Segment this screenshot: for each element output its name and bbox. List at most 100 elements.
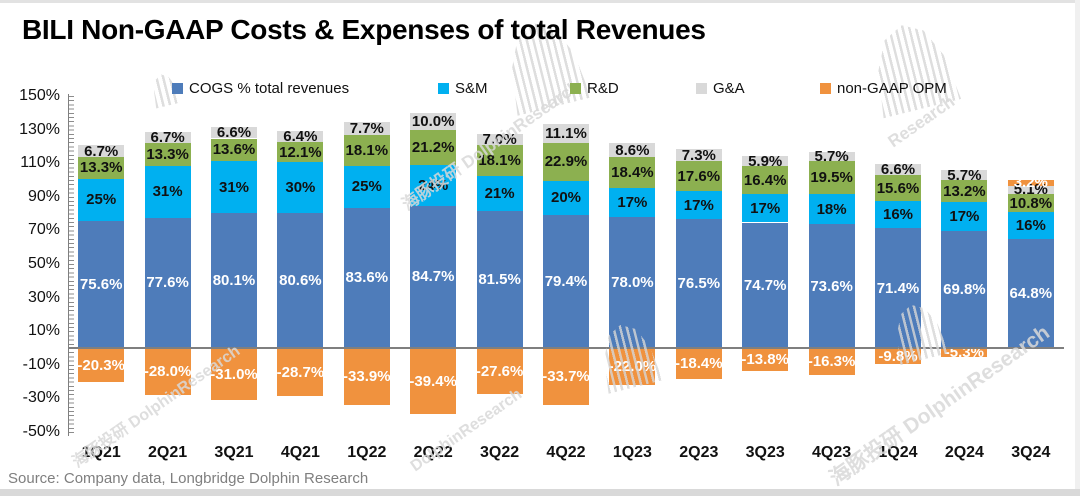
- bar-segment: [78, 178, 125, 221]
- x-tick-label: 1Q21: [81, 444, 121, 461]
- bar-segment: [211, 127, 257, 139]
- legend-swatch: [570, 83, 581, 94]
- x-tick-label: 4Q21: [280, 444, 320, 461]
- bar-segment: [543, 142, 589, 181]
- source-note: Source: Company data, Longbridge Dolphin…: [8, 470, 369, 487]
- bar-segment: [941, 180, 988, 203]
- bar-segment: [476, 145, 523, 176]
- bar-segment: [543, 348, 589, 405]
- legend-swatch: [172, 83, 183, 94]
- bar-segment: [1007, 194, 1054, 213]
- legend-label: non-GAAP OPM: [837, 80, 947, 97]
- y-axis-spine: [68, 94, 69, 436]
- bar-segment: [609, 188, 656, 217]
- bar-segment: [808, 348, 855, 376]
- bar-segment: [476, 133, 523, 146]
- bar-segment: [410, 348, 457, 415]
- y-tick-label: 50%: [27, 255, 60, 272]
- legend-swatch: [696, 83, 707, 94]
- legend-item-5: non-GAAP OPM: [820, 80, 947, 97]
- bar-segment: [875, 163, 921, 175]
- x-tick-label: 1Q24: [878, 444, 918, 461]
- bar-segment: [211, 348, 257, 401]
- x-tick-label: 3Q23: [745, 444, 785, 461]
- x-tick-label: 2Q21: [148, 444, 188, 461]
- bar-segment: [808, 224, 855, 348]
- y-tick-label: -10%: [22, 355, 60, 373]
- bar-segment: [211, 161, 257, 214]
- bar-segment: [941, 348, 988, 357]
- legend-label: G&A: [713, 80, 745, 97]
- bar-segment: [543, 214, 589, 348]
- bar-segment: [78, 156, 125, 179]
- chart-title: BILI Non-GAAP Costs & Expenses of total …: [22, 14, 706, 45]
- x-tick-label: 2Q24: [944, 444, 984, 461]
- bar-segment: [343, 165, 390, 208]
- legend-label: S&M: [455, 80, 488, 97]
- bar-segment: [675, 348, 722, 379]
- bar-segment: [144, 143, 191, 166]
- bar-segment: [78, 145, 125, 157]
- x-tick-label: 4Q23: [812, 444, 852, 461]
- bar-segment: [211, 138, 257, 162]
- bar-segment: [410, 112, 457, 130]
- legend-label: R&D: [587, 80, 619, 97]
- window-edge-bottom: [0, 489, 1080, 496]
- legend-swatch: [820, 83, 831, 94]
- bar-segment: [609, 216, 656, 348]
- bar-segment: [742, 348, 789, 372]
- bar-segment: [941, 202, 988, 231]
- bar-segment: [742, 222, 789, 348]
- bar-segment: [144, 131, 191, 144]
- bar-segment: [144, 217, 191, 348]
- bar-segment: [343, 207, 390, 348]
- x-tick-label: 2Q22: [413, 444, 453, 461]
- bar-segment: [543, 181, 589, 215]
- bar-segment: [808, 194, 855, 225]
- bar-segment: [410, 165, 457, 206]
- legend-item-2: S&M: [438, 80, 488, 97]
- bar-segment: [211, 213, 257, 348]
- y-tick-label: 30%: [27, 288, 60, 306]
- bar-segment: [277, 141, 324, 163]
- legend-item-1: COGS % total revenues: [172, 80, 349, 97]
- y-tick-label: 90%: [27, 187, 60, 205]
- bar-segment: [742, 156, 789, 167]
- bar-segment: [1007, 185, 1054, 195]
- bar-segment: [609, 157, 656, 189]
- bar-segment: [675, 161, 722, 191]
- bar-segment: [277, 348, 324, 397]
- bar-segment: [742, 166, 789, 194]
- x-tick-label: 3Q24: [1011, 444, 1051, 461]
- bar-segment: [543, 123, 589, 143]
- y-axis-minor-ticks: [69, 96, 74, 433]
- bar-segment: [1007, 212, 1054, 240]
- bar-segment: [343, 135, 390, 166]
- bar-segment: [78, 348, 125, 383]
- bar-segment: [277, 131, 324, 142]
- bar-segment: [875, 174, 921, 202]
- bar-segment: [675, 149, 722, 162]
- x-tick-label: 2Q23: [679, 444, 719, 461]
- bar-segment: [343, 122, 390, 136]
- legend-item-4: G&A: [696, 80, 745, 97]
- y-tick-label: 150%: [19, 87, 60, 104]
- bar-segment: [144, 348, 191, 396]
- y-tick-label: -50%: [22, 423, 60, 440]
- x-tick-label: 1Q23: [612, 444, 652, 461]
- bar-segment: [675, 190, 722, 220]
- y-tick-label: 70%: [27, 221, 60, 239]
- bar-segment: [941, 230, 988, 348]
- bar-segment: [476, 348, 523, 395]
- legend-swatch: [438, 83, 449, 94]
- bar-segment: [277, 162, 324, 213]
- y-tick-label: 10%: [27, 322, 60, 340]
- bar-segment: [742, 193, 789, 223]
- y-tick-label: -30%: [22, 389, 60, 407]
- y-tick-label: 110%: [20, 154, 60, 172]
- bar-segment: [675, 219, 722, 348]
- x-axis-zero-line: [68, 347, 1064, 349]
- x-tick-label: 3Q22: [480, 444, 520, 461]
- bar-segment: [410, 129, 457, 166]
